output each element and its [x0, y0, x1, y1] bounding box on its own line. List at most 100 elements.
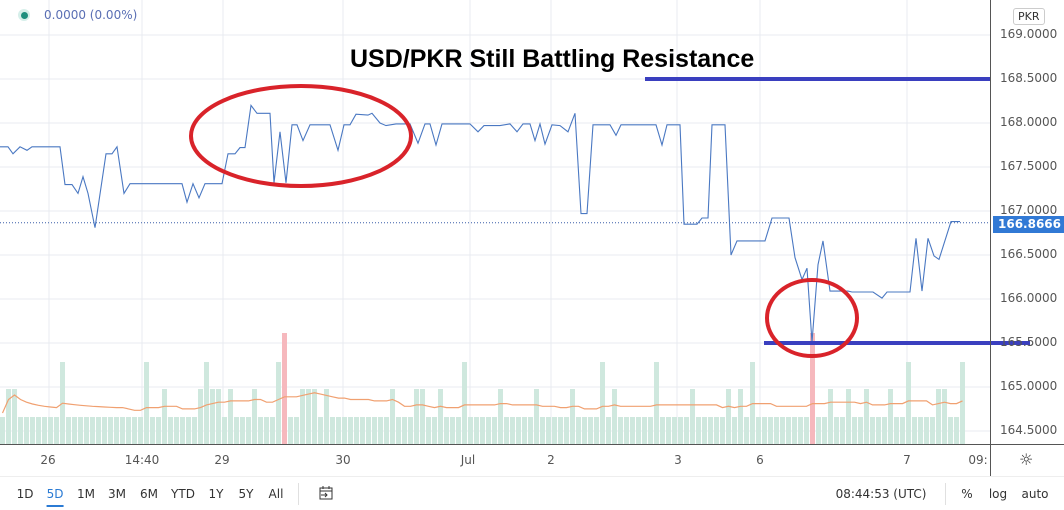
- price-tick-label: 167.0000: [1000, 203, 1058, 217]
- grid-lines: [0, 0, 990, 444]
- volume-bar: [762, 417, 767, 444]
- range-button-ytd[interactable]: YTD: [171, 487, 195, 501]
- volume-bar: [888, 389, 893, 444]
- volume-bar: [960, 362, 965, 444]
- volume-bar: [264, 417, 269, 444]
- volume-bar: [252, 389, 257, 444]
- volume-bar: [96, 417, 101, 444]
- volume-bar: [42, 417, 47, 444]
- change-value: 0.0000 (0.00%): [44, 8, 138, 22]
- volume-bar: [930, 417, 935, 444]
- volume-bar: [444, 417, 449, 444]
- highlight-ellipse-support: [765, 278, 859, 358]
- volume-bar: [954, 417, 959, 444]
- log-scale-toggle[interactable]: log: [988, 487, 1008, 501]
- volume-bar: [732, 417, 737, 444]
- volume-bar: [654, 362, 659, 444]
- range-button-all[interactable]: All: [268, 487, 284, 501]
- volume-bar: [30, 417, 35, 444]
- last-price-label: 166.8666: [993, 216, 1064, 233]
- percent-scale-toggle[interactable]: %: [961, 487, 973, 501]
- volume-bar: [306, 389, 311, 444]
- volume-bar: [702, 417, 707, 444]
- volume-bar: [378, 417, 383, 444]
- volume-bar: [198, 389, 203, 444]
- volume-bar: [780, 417, 785, 444]
- volume-bar: [468, 417, 473, 444]
- range-button-5d[interactable]: 5D: [46, 487, 64, 507]
- auto-scale-toggle[interactable]: auto: [1021, 487, 1049, 501]
- volume-bar: [168, 417, 173, 444]
- volume-bar: [636, 417, 641, 444]
- volume-bar: [474, 417, 479, 444]
- volume-bar: [642, 417, 647, 444]
- volume-bar: [558, 417, 563, 444]
- volume-bar: [144, 362, 149, 444]
- annotation-title: USD/PKR Still Battling Resistance: [350, 45, 755, 73]
- volume-bar: [648, 417, 653, 444]
- volume-bar: [204, 362, 209, 444]
- volume-bar: [618, 417, 623, 444]
- volume-bar: [66, 417, 71, 444]
- volume-bar: [504, 417, 509, 444]
- calendar-goto-icon[interactable]: [318, 485, 334, 501]
- volume-bar: [150, 417, 155, 444]
- volume-bar: [462, 362, 467, 444]
- volume-bar: [864, 389, 869, 444]
- volume-bar: [156, 417, 161, 444]
- clock-utc[interactable]: 08:44:53 (UTC): [835, 487, 927, 501]
- volume-bar: [726, 389, 731, 444]
- volume-bar: [498, 389, 503, 444]
- volume-bar: [12, 389, 17, 444]
- settings-gear-icon[interactable]: ☼: [1019, 450, 1034, 469]
- volume-bar: [174, 417, 179, 444]
- volume-bar: [942, 389, 947, 444]
- volume-bar: [804, 417, 809, 444]
- volume-bar: [132, 417, 137, 444]
- volume-bar: [354, 417, 359, 444]
- price-chart[interactable]: [0, 0, 1064, 476]
- volume-bar: [126, 417, 131, 444]
- volume-bar: [672, 417, 677, 444]
- volume-bar: [180, 417, 185, 444]
- range-button-6m[interactable]: 6M: [140, 487, 158, 501]
- volume-bar: [948, 417, 953, 444]
- divider: [945, 483, 946, 505]
- volume-bar: [708, 417, 713, 444]
- price-tick-label: 165.0000: [1000, 379, 1058, 393]
- volume-bar: [486, 417, 491, 444]
- volume-bar: [582, 417, 587, 444]
- volume-bar: [84, 417, 89, 444]
- volume-bar: [36, 417, 41, 444]
- volume-bar: [288, 417, 293, 444]
- volume-bar: [540, 417, 545, 444]
- time-tick-label: 3: [674, 453, 682, 467]
- volume-bar: [300, 389, 305, 444]
- currency-button[interactable]: PKR: [1013, 8, 1045, 25]
- volume-bar: [138, 417, 143, 444]
- volume-bar: [516, 417, 521, 444]
- range-button-5y[interactable]: 5Y: [238, 487, 254, 501]
- volume-bar: [18, 417, 23, 444]
- volume-bar: [768, 417, 773, 444]
- volume-bar: [546, 417, 551, 444]
- volume-bar: [588, 417, 593, 444]
- volume-bar: [294, 417, 299, 444]
- price-tick-label: 166.5000: [1000, 247, 1058, 261]
- range-button-1d[interactable]: 1D: [16, 487, 34, 501]
- volume-bar: [798, 417, 803, 444]
- volume-bar: [900, 417, 905, 444]
- range-button-1y[interactable]: 1Y: [208, 487, 224, 501]
- volume-bar: [192, 417, 197, 444]
- volume-bar: [552, 417, 557, 444]
- volume-bar: [660, 417, 665, 444]
- volume-bar: [222, 417, 227, 444]
- price-tick-label: 165.5000: [1000, 335, 1058, 349]
- range-button-3m[interactable]: 3M: [108, 487, 126, 501]
- time-tick-label: 7: [903, 453, 911, 467]
- volume-bar: [834, 417, 839, 444]
- volume-bar: [408, 417, 413, 444]
- range-button-1m[interactable]: 1M: [77, 487, 95, 501]
- volume-bar: [696, 417, 701, 444]
- volume-bar: [390, 389, 395, 444]
